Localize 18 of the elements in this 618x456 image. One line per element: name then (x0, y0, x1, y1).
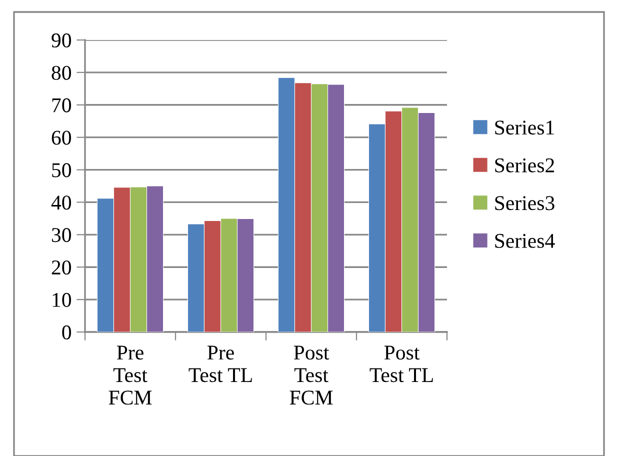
y-tick-label: 60 (52, 130, 72, 145)
legend-label: Series4 (495, 234, 555, 248)
y-tick-label: 20 (52, 260, 72, 275)
y-tick-label: 40 (51, 196, 72, 210)
y-tick-label: 90 (52, 33, 72, 48)
x-tick-label: Pre Test TL (188, 346, 252, 382)
y-tick-label: 0 (62, 325, 72, 340)
y-tick-label: 70 (52, 98, 72, 112)
y-tick-label: 10 (52, 292, 72, 307)
legend-label: Series3 (495, 196, 554, 210)
x-tick-label: Post Test FCM (290, 346, 333, 405)
y-tick-label: 50 (52, 163, 72, 178)
x-tick-label: Post Test TL (370, 346, 433, 382)
y-tick-label: 30 (52, 228, 72, 242)
x-tick-label: Pre Test FCM (108, 346, 152, 405)
y-tick-label: 80 (52, 66, 72, 80)
legend-label: Series1 (495, 120, 554, 135)
legend-label: Series2 (495, 158, 554, 172)
